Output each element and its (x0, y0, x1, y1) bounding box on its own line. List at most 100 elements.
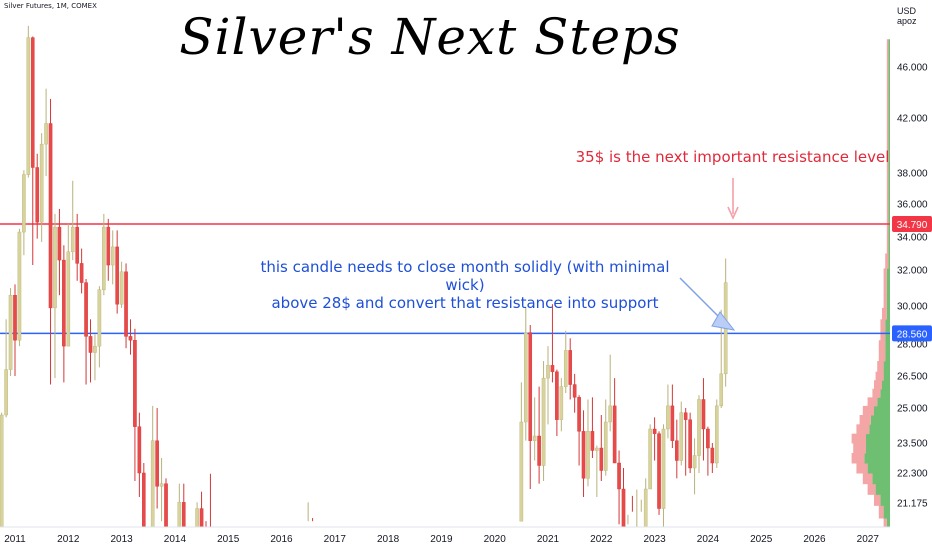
x-tick-label: 2026 (803, 534, 826, 545)
candle-annotation-line1: this candle needs to close month solidly… (260, 258, 670, 294)
candle-body (555, 371, 559, 420)
candle-arrow-head (711, 311, 736, 331)
currency-code: USD (897, 6, 917, 16)
currency-unit: apoz (897, 16, 917, 26)
volume-profile-up-bar (888, 39, 890, 56)
candle-body (93, 345, 97, 353)
candle-body (612, 405, 617, 464)
candle-body (53, 226, 57, 309)
volume-profile-up-bar (888, 166, 890, 197)
volume-profile-up-bar (869, 424, 890, 435)
volume-profile-up-bar (885, 330, 890, 341)
volume-profile-up-bar (885, 319, 890, 332)
resistance-arrow (727, 178, 739, 220)
y-tick-label: 42.000 (897, 114, 928, 125)
volume-profile-up-bar (880, 494, 890, 506)
candle-body (652, 428, 657, 434)
volume-profile-up-bar (866, 443, 890, 454)
y-tick-label: 26.500 (897, 372, 928, 383)
resistance-price-tag-text: 34.790 (897, 220, 928, 231)
volume-profile-down-bar (874, 380, 882, 390)
candle-body (4, 369, 8, 416)
y-tick-label: 38.000 (897, 169, 928, 180)
x-tick-label: 2027 (857, 534, 880, 545)
candle-body (70, 226, 75, 253)
volume-profile-up-bar (886, 268, 890, 284)
volume-profile-down-bar (867, 483, 876, 495)
y-tick-label: 36.000 (897, 200, 928, 211)
y-tick-label: 28.000 (897, 340, 928, 351)
support-price-tag-text: 28.560 (897, 329, 928, 340)
x-tick-label: 2020 (484, 534, 507, 545)
y-tick-label: 25.000 (897, 404, 928, 415)
volume-profile-down-bar (886, 166, 889, 197)
volume-profile-down-bar (886, 55, 889, 93)
volume-profile-up-bar (883, 361, 890, 373)
volume-profile-up-bar (886, 518, 890, 532)
candle-body (8, 295, 13, 370)
volume-profile-down-bar (856, 463, 868, 474)
candle-body (44, 123, 48, 145)
volume-profile-down-bar (883, 295, 887, 309)
volume-profile-down-bar (882, 307, 887, 320)
candle-body (528, 332, 533, 441)
candle-body (142, 472, 146, 550)
candle-body (550, 365, 555, 372)
volume-profile-down-bar (862, 405, 874, 416)
symbol-label: Silver Futures, 1M, COMEX (4, 2, 97, 10)
candle-body (577, 397, 581, 432)
x-tick-label: 2025 (750, 534, 773, 545)
x-tick-label: 2022 (590, 534, 613, 545)
candle-body (599, 447, 604, 471)
volume-profile-up-bar (883, 371, 890, 381)
candle-body (17, 231, 22, 341)
volume-profile-up-bar (867, 463, 890, 474)
volume-profile-up-bar (886, 307, 890, 320)
candle-body (595, 447, 599, 451)
candle-body (568, 350, 573, 385)
candle-body (13, 295, 17, 341)
candle-body (581, 431, 586, 479)
candle-body (84, 282, 88, 337)
candle-body (75, 226, 79, 264)
candle-body (697, 399, 701, 456)
candle-body (26, 37, 31, 175)
volume-profile-down-bar (878, 340, 886, 351)
volume-profile-down-bar (867, 397, 878, 407)
candle-body (39, 143, 44, 223)
candle-body (48, 123, 53, 309)
x-tick-label: 2015 (217, 534, 240, 545)
candle-body (586, 431, 590, 479)
candle-body (657, 433, 661, 509)
candle-body (679, 412, 684, 461)
candle-body (532, 435, 537, 441)
volume-profile-down-bar (886, 131, 889, 167)
candle-body (164, 483, 168, 550)
volume-profile-up-bar (888, 237, 890, 254)
candle-body (692, 455, 697, 469)
volume-profile-down-bar (880, 319, 886, 332)
candle-body (661, 428, 666, 509)
volume-profile-down-bar (853, 443, 866, 454)
candle-body (22, 174, 26, 233)
candle-body (546, 365, 550, 379)
currency-label: USD apoz (897, 6, 917, 26)
volume-profile-down-bar (851, 453, 865, 464)
y-axis-bg (890, 0, 932, 550)
x-axis-bg (0, 527, 932, 550)
volume-profile-down-bar (886, 39, 889, 56)
volume-profile-down-bar (856, 424, 870, 435)
y-tick-label: 46.000 (897, 63, 928, 74)
volume-profile-up-bar (888, 253, 890, 269)
volume-profile-down-bar (883, 282, 887, 296)
candle-body (159, 483, 164, 487)
volume-profile-up-bar (886, 282, 890, 296)
candle-body (62, 259, 66, 347)
candle-body (102, 226, 106, 291)
candle-body (608, 405, 612, 423)
chart-title: Silver's Next Steps (179, 8, 681, 66)
y-tick-label: 23.500 (897, 439, 928, 450)
candle-body (710, 447, 715, 464)
volume-profile-down-bar (878, 350, 886, 362)
